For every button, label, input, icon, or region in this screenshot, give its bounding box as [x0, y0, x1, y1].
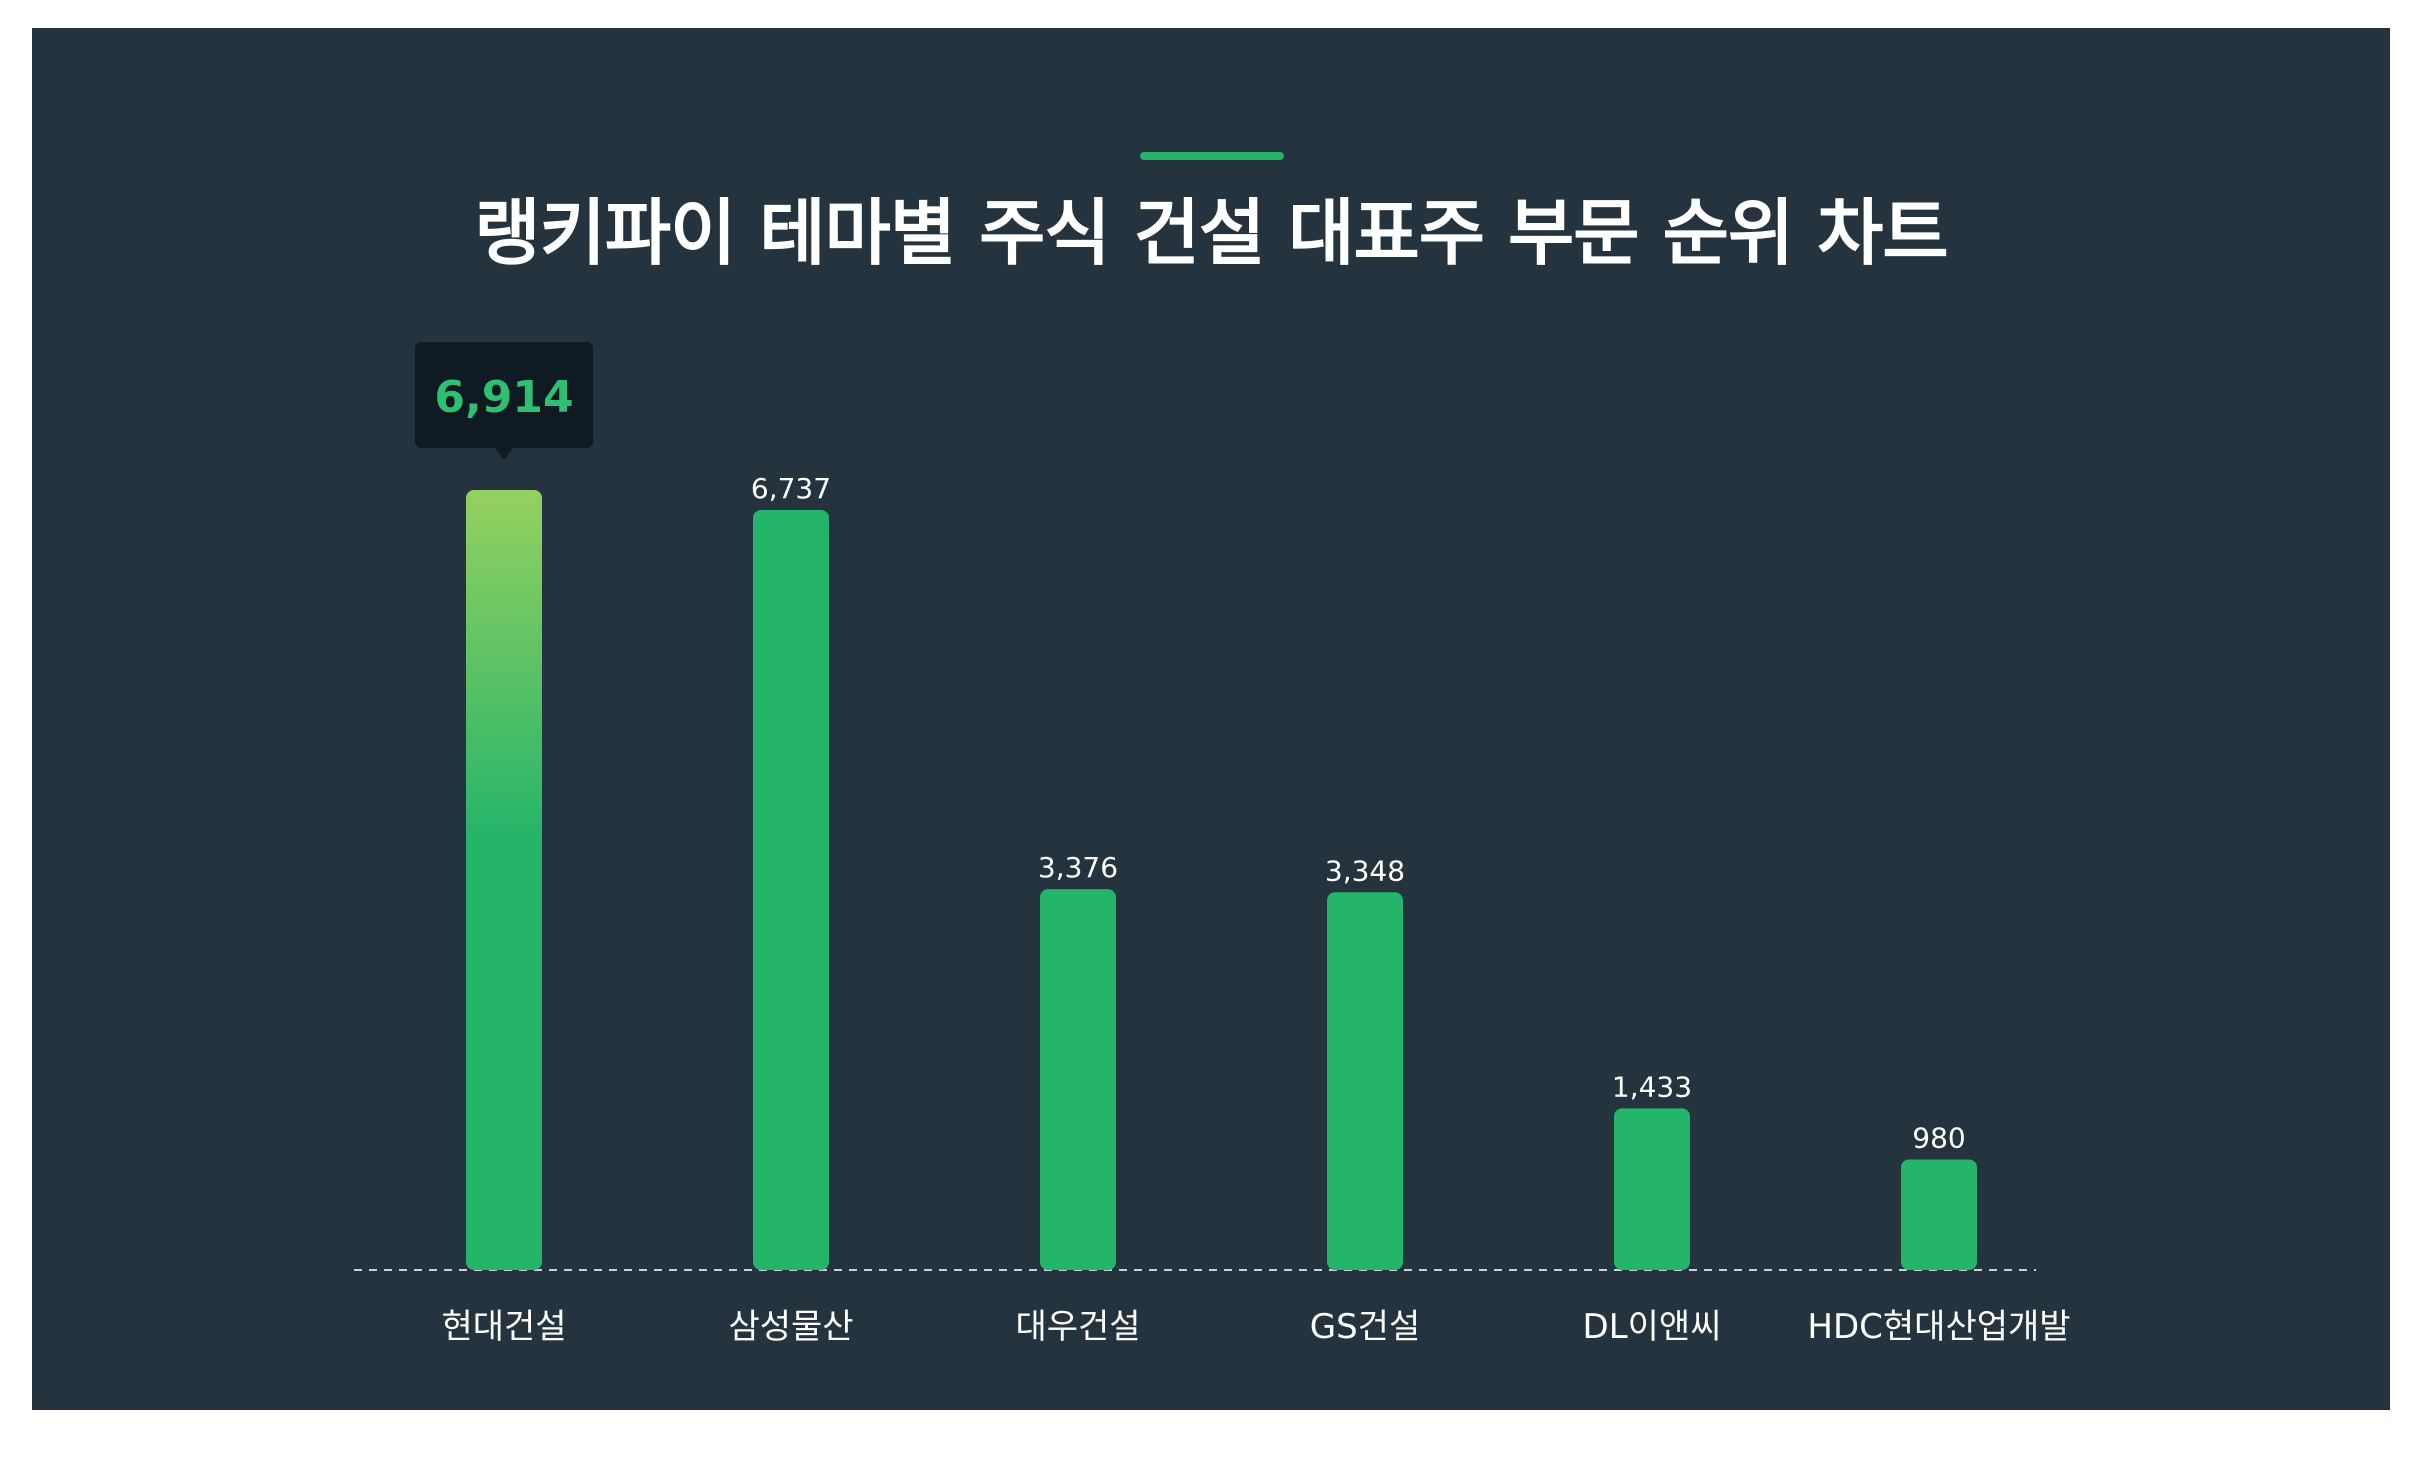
- chart-title: 랭키파이 테마별 주식 건설 대표주 부문 순위 차트: [474, 191, 1948, 275]
- chart-card: 랭키파이 테마별 주식 건설 대표주 부문 순위 차트 6,737 3,376 3,…: [32, 28, 2390, 1410]
- bar-1: [466, 490, 542, 1270]
- bar-series: [466, 490, 1977, 1271]
- bar-chart: 6,737 3,376 3,348 1,433 980 현대건설 삼성물산 대우건설 GS건설…: [354, 342, 2071, 1347]
- category-label-4: GS건설: [1310, 1307, 1421, 1347]
- category-label-6: HDC현대산업개발: [1807, 1307, 2070, 1347]
- value-label-3: 3,376: [1038, 851, 1118, 884]
- bar-3: [1040, 889, 1116, 1270]
- value-label-4: 3,348: [1325, 854, 1405, 887]
- value-label-6: 980: [1912, 1121, 1965, 1154]
- bar-6: [1901, 1159, 1977, 1270]
- value-label-5: 1,433: [1612, 1070, 1692, 1103]
- tooltip-box: [415, 342, 593, 448]
- category-label-3: 대우건설: [1015, 1307, 1140, 1347]
- category-label-2: 삼성물산: [728, 1307, 853, 1347]
- bar-4: [1327, 892, 1403, 1270]
- tooltip-value: 6,914: [434, 372, 573, 423]
- highlight-tooltip: 6,914: [415, 342, 593, 460]
- tooltip-pointer: [495, 448, 513, 460]
- value-labels: 6,737 3,376 3,348 1,433 980: [751, 472, 1966, 1154]
- category-label-1: 현대건설: [441, 1307, 566, 1347]
- bar-5: [1614, 1108, 1690, 1270]
- title-accent-bar: [1140, 152, 1284, 160]
- category-labels: 현대건설 삼성물산 대우건설 GS건설 DL이앤씨 HDC현대산업개발: [441, 1307, 2070, 1347]
- value-label-2: 6,737: [751, 472, 831, 505]
- category-label-5: DL이앤씨: [1583, 1307, 1722, 1347]
- bar-2: [753, 509, 829, 1271]
